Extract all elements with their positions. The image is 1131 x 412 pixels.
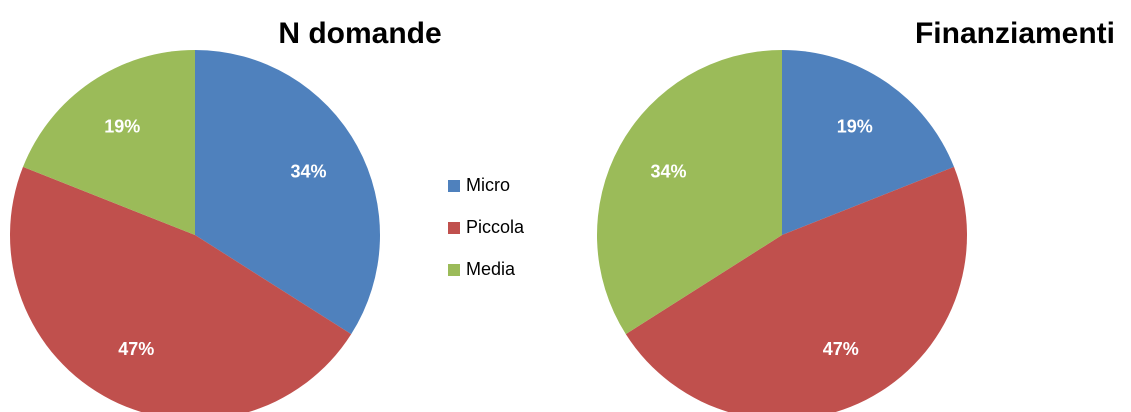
value-label: 34% [651,161,687,181]
chart-title: N domande [278,17,441,50]
pie-slice [782,50,955,235]
legend-swatch [448,180,460,192]
chart-title: Finanziamenti [915,17,1115,50]
pie-slice [10,166,352,412]
pie-slice [195,50,380,335]
pie-slice [625,166,967,412]
legend-label: Piccola [466,217,525,237]
legend-label: Media [466,259,516,279]
value-label: 19% [837,117,873,137]
legend-swatch [448,222,460,234]
value-label: 47% [823,339,859,359]
legend-label: Micro [466,175,510,195]
value-label: 47% [118,339,154,359]
legend-swatch [448,264,460,276]
pie-slice [597,50,782,335]
value-label: 19% [104,117,140,137]
value-label: 34% [290,161,326,181]
pie-slice [22,49,196,236]
